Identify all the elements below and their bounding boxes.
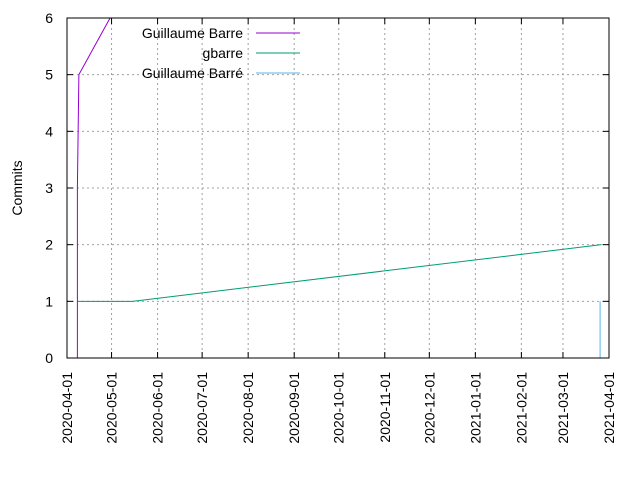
y-tick-labels: 0 1 2 3 4 5 6 [45,10,53,366]
legend-label-0: Guillaume Barre [142,25,243,41]
legend-label-2: Guillaume Barré [142,65,243,81]
y-tick-label-3: 3 [45,180,53,196]
y-tick-label-1: 1 [45,293,53,309]
y-tick-label-0: 0 [45,350,53,366]
y-tick-label-6: 6 [45,10,53,26]
x-tick-label-8: 2020-12-01 [421,372,437,444]
y-axis-label: Commits [9,160,25,215]
ticks [66,17,610,359]
x-tick-label-3: 2020-07-01 [194,372,210,444]
x-tick-label-5: 2020-09-01 [286,372,302,444]
series-line-0 [76,18,111,358]
x-tick-label-12: 2021-04-01 [601,372,617,444]
y-tick-label-5: 5 [45,67,53,83]
x-tick-label-7: 2020-11-01 [377,372,393,443]
x-tick-label-2: 2020-06-01 [150,372,166,444]
legend: Guillaume Barre gbarre Guillaume Barré [142,25,300,81]
y-tick-label-2: 2 [45,237,53,253]
y-tick-label-4: 4 [45,123,53,139]
x-tick-label-9: 2021-01-01 [467,372,483,444]
series-line-1 [77,244,602,302]
series-lines [76,18,602,358]
grid [67,18,609,358]
x-tick-labels: 2020-04-01 2020-05-01 2020-06-01 2020-07-01… [59,372,617,444]
x-tick-label-1: 2020-05-01 [104,372,120,444]
x-tick-label-6: 2020-10-01 [331,372,347,444]
x-tick-label-11: 2021-03-01 [555,372,571,444]
x-tick-label-0: 2020-04-01 [59,372,75,444]
legend-label-1: gbarre [203,45,244,61]
x-tick-label-10: 2021-02-01 [513,372,529,444]
x-tick-label-4: 2020-08-01 [240,372,256,444]
